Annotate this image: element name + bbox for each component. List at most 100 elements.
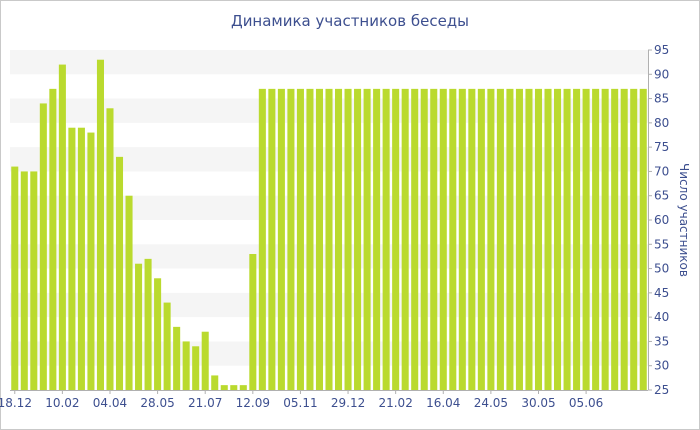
bar: [506, 88, 514, 391]
bar: [268, 88, 276, 391]
bar: [163, 302, 171, 390]
bar: [477, 88, 485, 391]
bar: [601, 88, 609, 391]
bar: [277, 88, 285, 391]
bar: [125, 195, 133, 390]
bar: [563, 88, 571, 391]
bar: [77, 127, 85, 391]
y-tick-label: 85: [654, 92, 669, 106]
bars: [11, 59, 647, 391]
bar: [392, 88, 400, 391]
chart-title: Динамика участников беседы: [230, 12, 470, 30]
bar: [211, 375, 219, 390]
y-tick-label: 80: [654, 116, 669, 130]
x-tick-label: 12.09: [236, 396, 270, 410]
bar: [363, 88, 371, 391]
bar: [411, 88, 419, 391]
y-tick-label: 60: [654, 213, 669, 227]
bar: [135, 263, 143, 390]
x-tick-label: 10.02: [45, 396, 79, 410]
bar: [620, 88, 628, 391]
bar: [230, 385, 238, 390]
bar: [154, 278, 162, 390]
x-tick-label: 21.02: [378, 396, 412, 410]
bar: [554, 88, 562, 391]
x-tick-label: 04.04: [93, 396, 127, 410]
x-tick-label: 05.06: [569, 396, 603, 410]
y-tick-label: 35: [654, 334, 669, 348]
bar: [39, 103, 47, 391]
y-tick-label: 50: [654, 262, 669, 276]
y-tick-label: 30: [654, 359, 669, 373]
bar: [354, 88, 362, 391]
y-tick-label: 90: [654, 67, 669, 81]
bar: [325, 88, 333, 391]
x-tick-label: 05.11: [283, 396, 317, 410]
bar: [306, 88, 314, 391]
bar: [96, 59, 104, 391]
x-tick-label: 16.04: [426, 396, 460, 410]
bar: [401, 88, 409, 391]
y-tick-label: 75: [654, 140, 669, 154]
bar: [287, 88, 295, 391]
x-tick-label: 24.05: [474, 396, 508, 410]
y-axis-ticks: 25 30 35 40 45 50 55 60 65 70 75 80 85 90 95: [648, 43, 669, 397]
bar: [220, 385, 228, 390]
bar: [11, 166, 19, 390]
bar: [315, 88, 323, 391]
bar: [68, 127, 76, 391]
bar: [439, 88, 447, 391]
bar: [487, 88, 495, 391]
bar: [344, 88, 352, 391]
x-tick-label: 18.12: [0, 396, 32, 410]
bar: [458, 88, 466, 391]
y-tick-label: 55: [654, 237, 669, 251]
bar: [30, 171, 38, 390]
x-tick-label: 29.12: [331, 396, 365, 410]
bar: [173, 326, 181, 390]
bar: [58, 64, 66, 390]
bar: [249, 254, 257, 390]
bar: [182, 341, 190, 390]
bar: [592, 88, 600, 391]
bar: [239, 385, 247, 390]
bar: [382, 88, 390, 391]
bar: [20, 171, 28, 390]
bar: [582, 88, 590, 391]
bar: [373, 88, 381, 391]
y-tick-label: 95: [654, 43, 669, 57]
bar: [106, 108, 114, 390]
bar: [420, 88, 428, 391]
bar: [515, 88, 523, 391]
bar: [201, 331, 209, 390]
bar: [258, 88, 266, 391]
bar: [449, 88, 457, 391]
bar: [430, 88, 438, 391]
bar: [192, 346, 200, 390]
bar: [144, 258, 152, 390]
bar: [611, 88, 619, 391]
x-axis-ticks: 18.12 10.02 04.04 28.05 21.07 12.09 05.11 29.12…: [0, 390, 603, 410]
bar: [639, 88, 647, 391]
x-tick-label: 30.05: [521, 396, 555, 410]
bar: [534, 88, 543, 391]
bar: [49, 88, 57, 391]
y-tick-label: 40: [654, 310, 669, 324]
y-tick-label: 45: [654, 286, 669, 300]
bar: [87, 132, 95, 390]
y-tick-label: 70: [654, 164, 669, 178]
bar: [496, 88, 504, 391]
bar: [573, 88, 581, 391]
y-tick-label: 25: [654, 383, 669, 397]
grid-band: [10, 50, 648, 75]
bar: [525, 88, 533, 391]
y-axis-label: Число участников: [677, 163, 691, 277]
x-tick-label: 21.07: [188, 396, 222, 410]
bar: [335, 88, 343, 391]
bar: [630, 88, 638, 391]
x-tick-label: 28.05: [140, 396, 174, 410]
bar: [296, 88, 304, 391]
bar: [115, 156, 124, 390]
y-tick-label: 65: [654, 189, 669, 203]
